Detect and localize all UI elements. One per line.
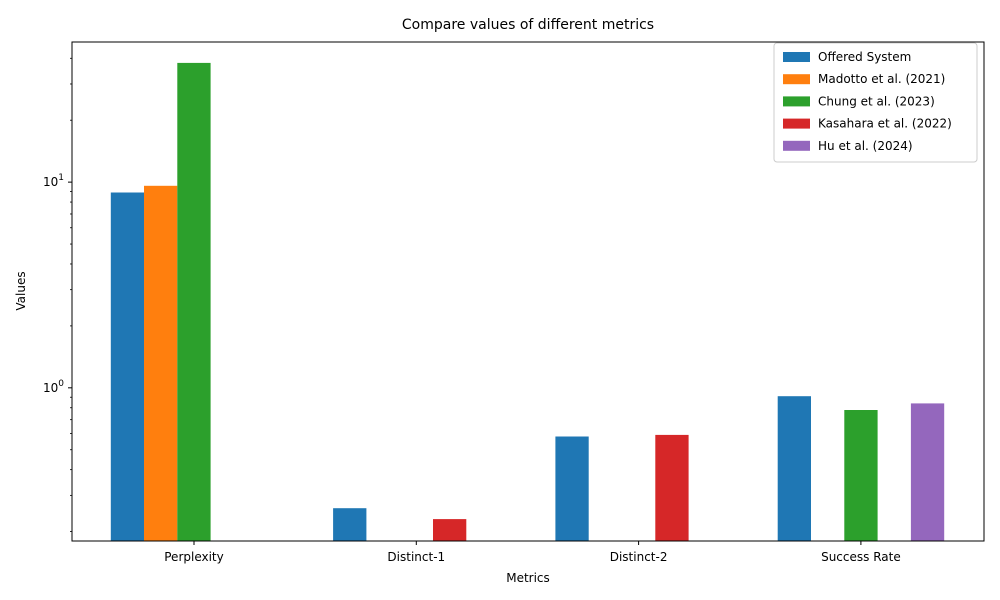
bar-2-3 (844, 410, 878, 541)
bar-0-2 (555, 436, 589, 541)
bar-0-3 (777, 396, 811, 541)
legend-label-3: Kasahara et al. (2022) (818, 117, 952, 131)
bar-0-1 (333, 508, 367, 541)
legend-swatch-3 (783, 118, 810, 129)
x-tick-label-1: Distinct-1 (387, 550, 445, 564)
legend: Offered System Madotto et al. (2021) Chung… (773, 42, 978, 163)
legend-swatch-1 (783, 74, 810, 85)
y-axis-label: Values (14, 271, 28, 310)
legend-label-1: Madotto et al. (2021) (818, 72, 945, 86)
x-axis-label: Metrics (506, 571, 550, 585)
x-tick-label-2: Distinct-2 (610, 550, 668, 564)
y-axis: 100 101 (43, 57, 72, 532)
legend-swatch-0 (783, 52, 810, 62)
legend-box (773, 42, 978, 163)
chart-title: Compare values of different metrics (402, 17, 654, 33)
legend-label-2: Chung et al. (2023) (818, 94, 935, 108)
legend-swatch-4 (783, 140, 810, 151)
y-tick-label-1: 101 (43, 173, 64, 189)
bar-3-1 (433, 519, 467, 541)
legend-swatch-2 (783, 96, 810, 107)
bars-layer (110, 62, 945, 542)
bar-2-0 (177, 62, 211, 542)
legend-label-4: Hu et al. (2024) (818, 139, 913, 153)
x-tick-label-0: Perplexity (164, 550, 224, 564)
bar-0-0 (110, 192, 145, 541)
plot-frame (71, 41, 985, 542)
legend-label-0: Offered System (818, 50, 911, 64)
x-tick-label-3: Success Rate (821, 550, 901, 564)
x-axis: Perplexity Distinct-1 Distinct-2 Success Ra… (164, 541, 901, 564)
bar-4-3 (910, 403, 945, 541)
y-tick-label-0: 100 (43, 379, 64, 395)
bar-1-0 (144, 185, 178, 542)
bar-3-2 (655, 434, 689, 541)
